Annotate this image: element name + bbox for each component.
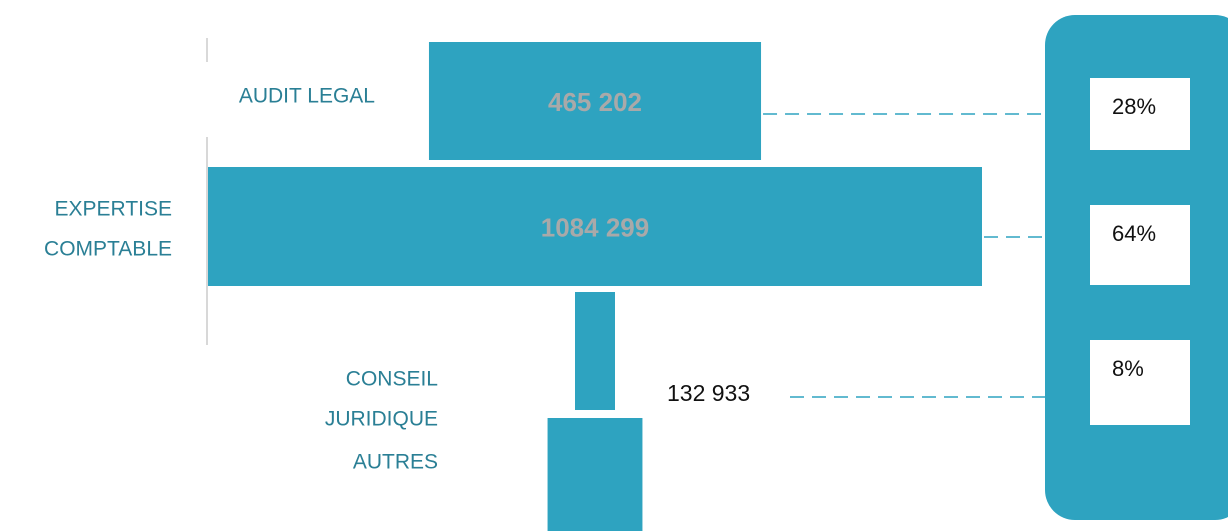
share-box [1090,340,1190,425]
value-label: 1084 299 [541,212,649,242]
category-label: COMPTABLE [44,238,172,261]
value-label: 132 933 [667,380,750,406]
category-label: AUDIT LEGAL [239,85,375,108]
bar [547,418,643,531]
category-label: CONSEIL [346,368,438,391]
connector [575,292,615,410]
share-box [1090,78,1190,150]
category-label: JURIDIQUE [325,408,438,431]
share-box [1090,205,1190,285]
bar [208,167,982,286]
bar [428,42,762,160]
share-label: 64% [1112,221,1156,246]
value-label: 465 202 [548,87,642,117]
share-label: 8% [1112,356,1144,381]
category-label: AUTRES [353,451,438,474]
share-label: 28% [1112,94,1156,119]
category-label: EXPERTISE [55,198,173,221]
